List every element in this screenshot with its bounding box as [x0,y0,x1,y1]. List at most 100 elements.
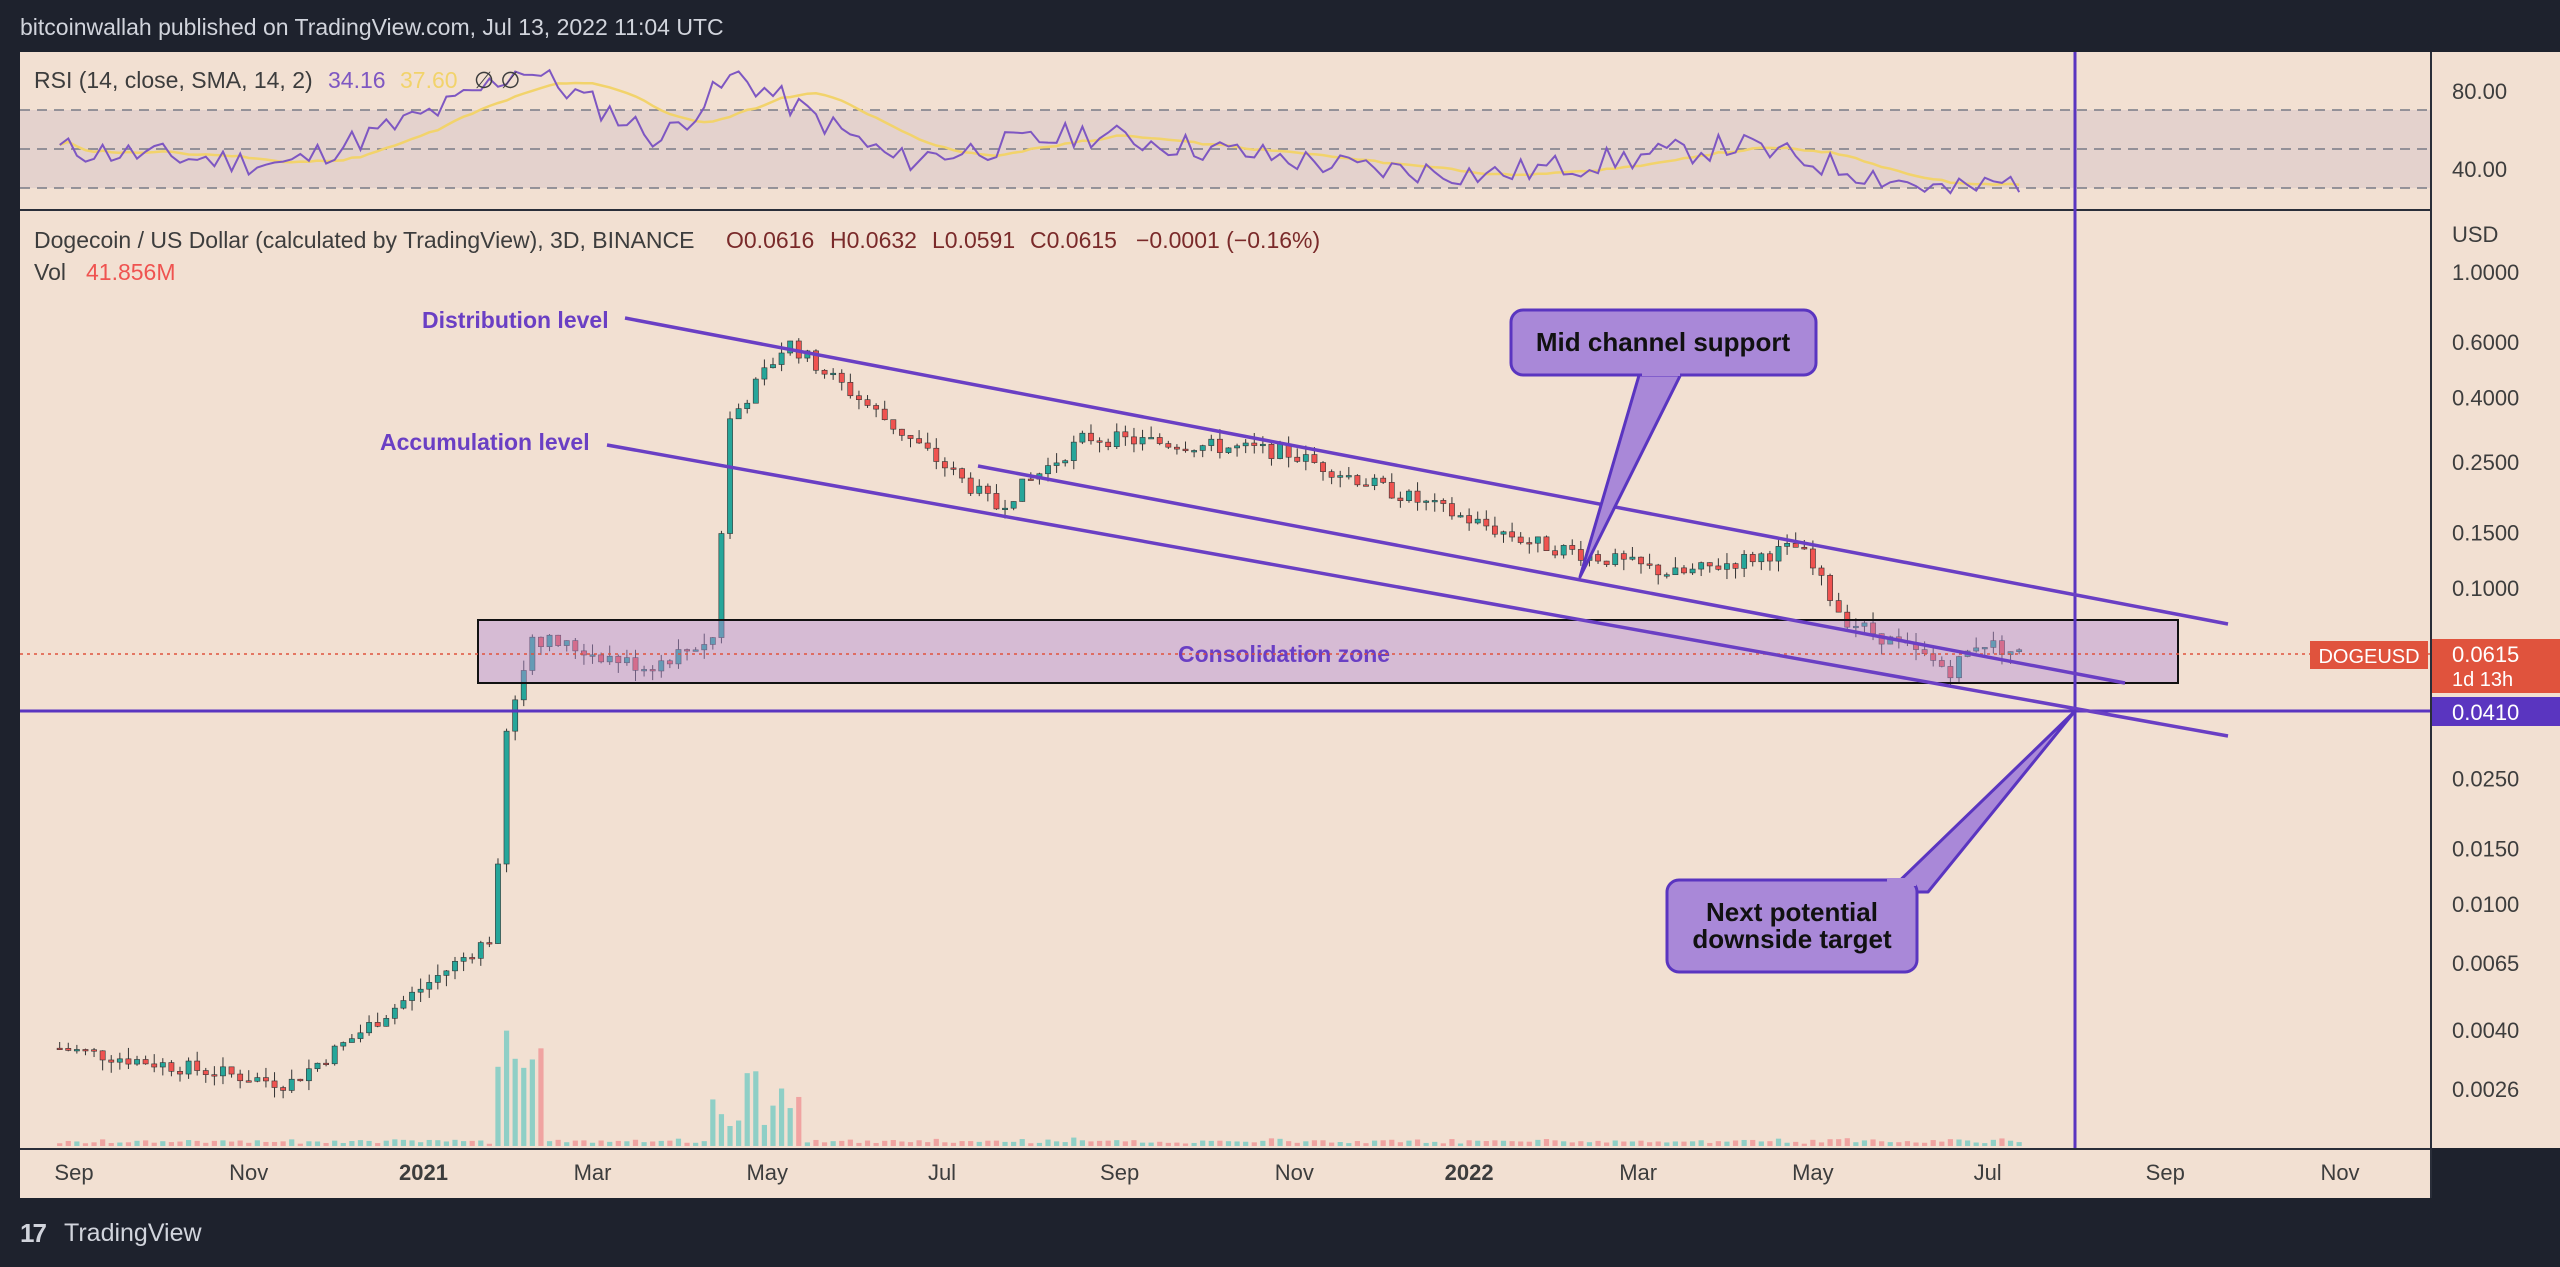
candle-body [116,1058,123,1063]
volume-bar [1002,1141,1008,1146]
volume-bar [1088,1141,1094,1146]
candle-body [306,1068,312,1082]
volume-bar [925,1142,931,1146]
candle-body [1328,471,1335,478]
candle-body [495,863,501,944]
candle-body [1689,568,1696,574]
x-tick-2: 2021 [399,1160,448,1185]
volume-bar [271,1141,278,1146]
volume-bar [375,1143,381,1146]
candle-body [1406,490,1412,501]
price-axis[interactable] [2432,52,2560,1148]
candle-body [1088,432,1094,442]
volume-bar [1853,1142,1859,1146]
candle-body [718,533,725,638]
candle-body [924,442,931,449]
volume-bar [1698,1140,1704,1146]
volume-bar [1457,1143,1464,1146]
candle-body [503,730,510,865]
candle-body [1681,567,1687,574]
volume-bar [727,1125,733,1146]
target-callout-line1: Next potential [1706,897,1878,927]
volume-bar [1311,1140,1318,1146]
volume-bar [959,1141,965,1146]
volume-bar [933,1138,939,1146]
volume-legend-label: Vol [34,259,66,285]
volume-bar [1346,1143,1352,1146]
volume-bar [1561,1141,1567,1146]
candle-body [1749,554,1756,563]
candle-body [615,655,622,664]
volume-bar [349,1140,355,1146]
candle-body [752,378,759,404]
volume-bar [581,1140,587,1146]
target-callout[interactable] [1665,878,1919,974]
candle-body [417,988,424,993]
tradingview-logo-icon[interactable]: 17 [20,1218,47,1248]
tradingview-brand[interactable]: TradingView [64,1219,202,1247]
candle-body [838,372,845,383]
candle-body [409,991,415,1001]
candle-body [142,1059,149,1065]
volume-bar [718,1114,725,1146]
volume-bar [968,1141,974,1146]
volume-bar [469,1140,475,1146]
volume-bar [2016,1142,2022,1146]
volume-bar [1861,1140,1868,1146]
volume-bar [589,1142,596,1146]
volume-bar [314,1141,321,1146]
candle-body [546,634,553,648]
volume-bar [366,1140,372,1146]
candle-body [460,957,467,962]
volume-bar [323,1143,329,1146]
candle-body [383,1018,390,1027]
candle-body [348,1038,355,1043]
volume-bar [1672,1141,1678,1146]
volume-bar [1604,1142,1610,1146]
candle-body [469,957,476,960]
volume-bar [495,1066,501,1146]
volume-bar [753,1071,759,1146]
candle-body [1852,625,1859,629]
volume-bar [701,1141,707,1146]
volume-bar [1071,1137,1077,1146]
volume-bar [503,1030,510,1146]
volume-bar [1105,1140,1111,1146]
volume-bar [993,1140,1000,1146]
candle-body [1354,475,1361,486]
currency-label: USD [2452,222,2498,247]
accumulation-trendline[interactable] [606,443,2229,738]
candle-body [1062,460,1069,464]
candle-body [297,1078,304,1082]
mid-channel-callout-text: Mid channel support [1536,327,1791,357]
candle-body [1414,490,1421,503]
distribution-trendline[interactable] [624,316,2229,626]
volume-bar [246,1142,252,1146]
x-tick-11: Jul [1974,1160,2002,1185]
candle-body [1079,432,1086,443]
symbol-tag [2310,641,2428,669]
volume-bar [1810,1139,1816,1146]
candle-body [581,650,587,656]
candle-body [82,1049,89,1052]
volume-bar [297,1143,303,1146]
target-callout-join [1887,878,1916,886]
volume-bar [1836,1139,1842,1146]
volume-bar [443,1141,450,1146]
candle-body [331,1045,338,1065]
time-axis[interactable] [20,1150,2430,1198]
level-price-tag [2432,697,2560,726]
mid-channel-trendline[interactable] [977,464,2126,685]
candle-body [288,1078,295,1091]
target-callout-line2: downside target [1692,924,1892,954]
candle-body [1431,500,1438,503]
volume-bar [1286,1141,1292,1146]
volume-bar [91,1142,97,1146]
volume-bar [1715,1141,1721,1146]
candle-body [1698,562,1705,570]
candle-body [202,1070,209,1075]
volume-bar [1303,1141,1309,1146]
volume-bar [1664,1142,1670,1146]
consolidation-zone[interactable] [477,619,2179,684]
